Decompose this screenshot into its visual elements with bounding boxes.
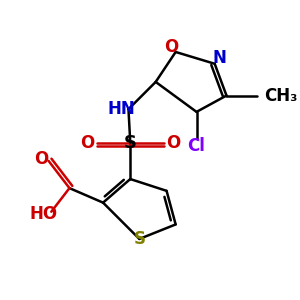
Text: O: O <box>80 134 95 152</box>
Text: N: N <box>212 49 226 67</box>
Text: HN: HN <box>107 100 135 118</box>
Text: O: O <box>164 38 178 56</box>
Text: CH₃: CH₃ <box>265 86 298 104</box>
Text: S: S <box>124 134 137 152</box>
Text: Cl: Cl <box>188 137 206 155</box>
Text: O: O <box>166 134 180 152</box>
Text: S: S <box>134 230 146 248</box>
Text: O: O <box>34 150 49 168</box>
Text: HO: HO <box>30 205 58 223</box>
